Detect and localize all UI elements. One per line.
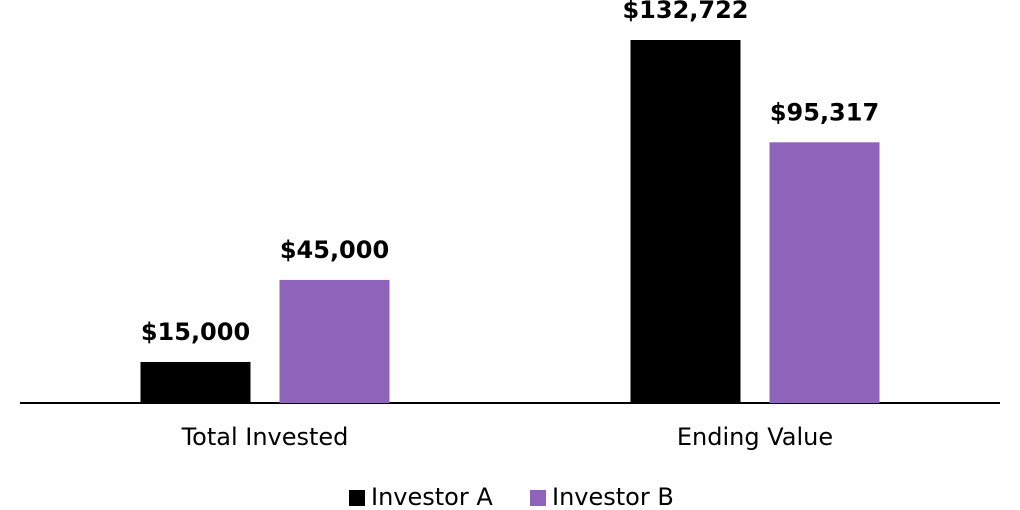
- value-label: $45,000: [280, 236, 389, 264]
- bar: [630, 40, 741, 403]
- bar: [140, 361, 251, 403]
- x-tick-label: Ending Value: [677, 423, 833, 451]
- value-label: $95,317: [770, 98, 879, 126]
- bar: [279, 279, 390, 403]
- x-tick-label: Total Invested: [181, 423, 349, 451]
- legend-label: Investor B: [552, 483, 674, 510]
- value-label: $132,722: [622, 0, 748, 24]
- legend-label: Investor A: [371, 483, 493, 510]
- value-label: $15,000: [141, 318, 250, 346]
- bar: [769, 142, 880, 403]
- legend-swatch: [349, 490, 365, 506]
- legend-swatch: [530, 490, 546, 506]
